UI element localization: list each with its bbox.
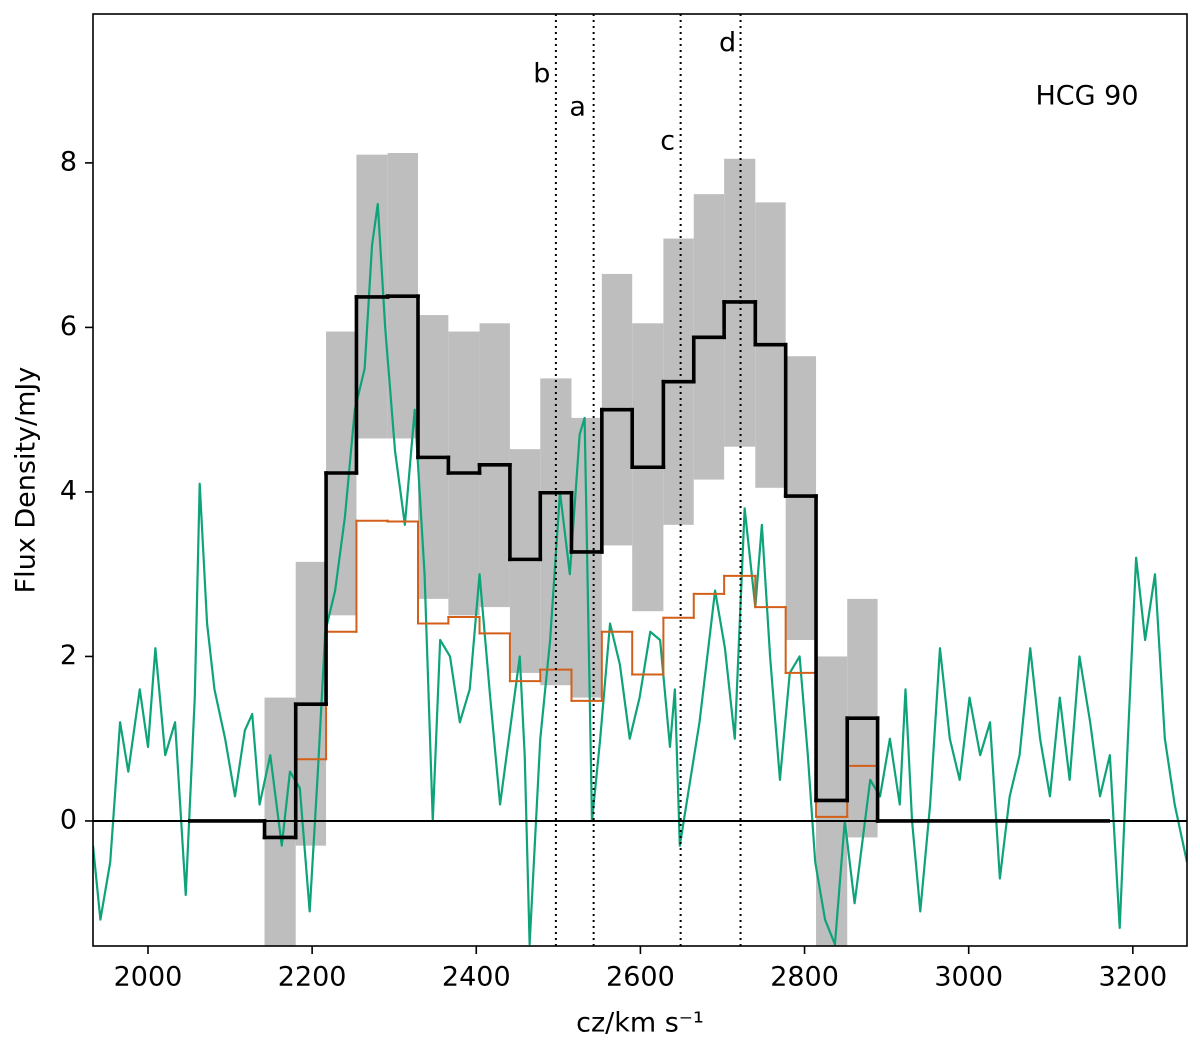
x-tick-label: 2600 xyxy=(606,962,675,993)
reference-label: d xyxy=(719,28,736,59)
reference-label: a xyxy=(569,92,586,123)
x-tick-label: 3200 xyxy=(1098,962,1167,993)
plot-area xyxy=(93,153,1187,946)
annotation: HCG 90 xyxy=(1035,81,1138,112)
reference-label: c xyxy=(660,126,675,157)
y-tick-label: 6 xyxy=(60,311,77,342)
reference-label: b xyxy=(533,59,550,90)
y-tick-label: 8 xyxy=(60,146,77,177)
y-tick-label: 2 xyxy=(60,640,77,671)
error-band xyxy=(264,697,296,946)
x-axis-label: cz/km s⁻¹ xyxy=(576,1008,704,1039)
spectrum-line xyxy=(93,202,1187,946)
y-tick-label: 0 xyxy=(60,804,77,835)
x-tick-label: 3000 xyxy=(934,962,1003,993)
error-band xyxy=(816,656,848,946)
x-tick-label: 2000 xyxy=(114,962,183,993)
y-tick-label: 4 xyxy=(60,475,77,506)
x-tick-label: 2200 xyxy=(278,962,347,993)
x-tick-label: 2800 xyxy=(770,962,839,993)
x-tick-label: 2400 xyxy=(442,962,511,993)
y-axis-label: Flux Density/mJy xyxy=(11,367,42,594)
error-band xyxy=(785,356,817,640)
